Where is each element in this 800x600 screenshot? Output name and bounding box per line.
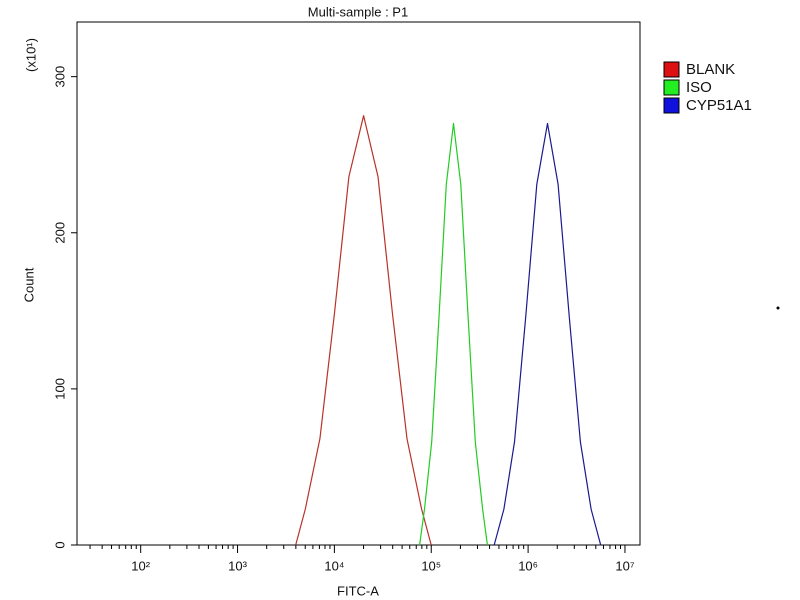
- legend-label: BLANK: [686, 61, 735, 78]
- x-tick-label: 10⁴: [324, 558, 344, 573]
- legend-swatch: [663, 61, 680, 78]
- legend-label: ISO: [686, 79, 712, 96]
- chart-title: Multi-sample : P1: [308, 4, 408, 19]
- dot: [776, 306, 780, 310]
- histogram-line: [493, 122, 602, 546]
- legend-label: CYP51A1: [686, 97, 752, 114]
- y-scale-label: (x10¹): [23, 38, 38, 72]
- histogram-line: [295, 115, 432, 546]
- y-tick-label: 200: [52, 222, 67, 244]
- y-axis-label: Count: [21, 267, 36, 302]
- legend-swatch: [663, 79, 680, 96]
- plot-frame: [76, 21, 641, 546]
- legend-swatch: [663, 97, 680, 114]
- x-axis-label: FITC-A: [337, 583, 379, 598]
- x-tick-label: 10³: [228, 558, 247, 573]
- x-tick-label: 10⁵: [421, 558, 441, 573]
- x-tick-label: 10²: [131, 558, 150, 573]
- y-tick-label: 100: [52, 378, 67, 400]
- x-tick-label: 10⁷: [615, 558, 634, 573]
- histogram-line: [419, 122, 488, 546]
- x-tick-label: 10⁶: [518, 558, 538, 573]
- y-tick-label: 300: [52, 66, 67, 88]
- y-tick-label: 0: [52, 541, 67, 548]
